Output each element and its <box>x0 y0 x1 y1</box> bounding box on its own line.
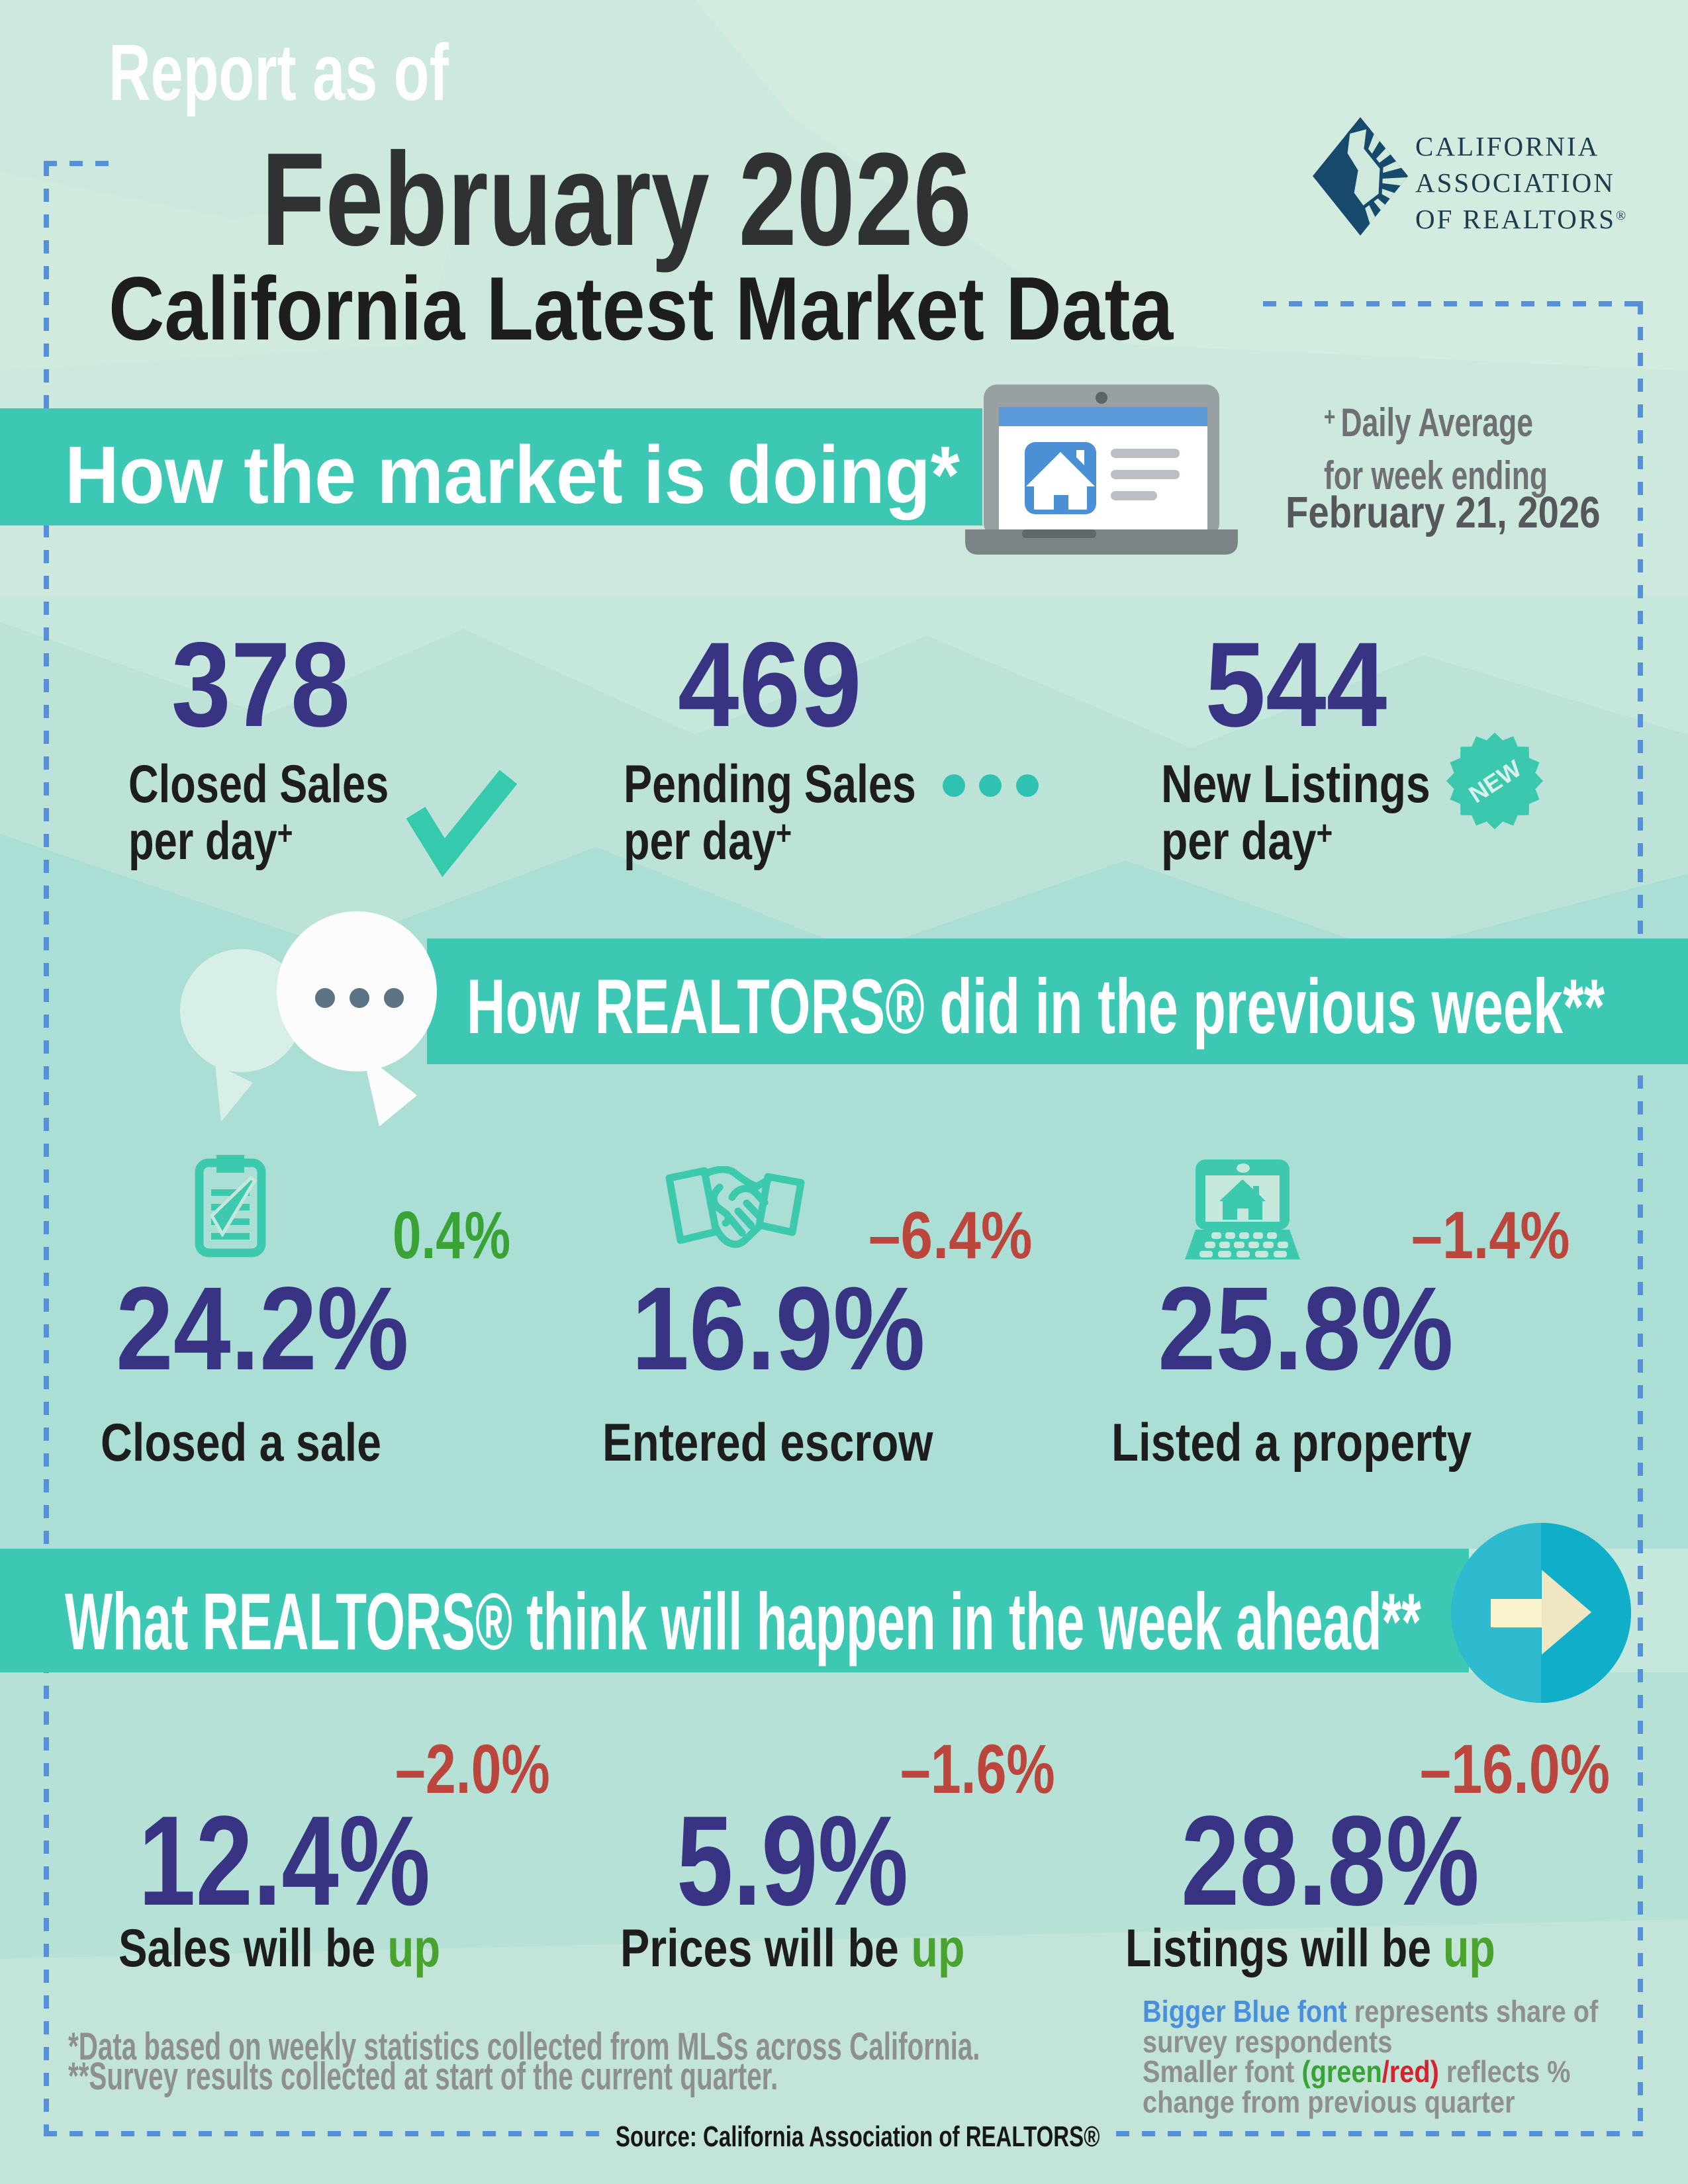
svg-text:CALIFORNIA: CALIFORNIA <box>1415 131 1599 161</box>
svg-text:OF REALTORS®: OF REALTORS® <box>1415 204 1628 234</box>
svg-text:ASSOCIATION: ASSOCIATION <box>1415 167 1615 198</box>
